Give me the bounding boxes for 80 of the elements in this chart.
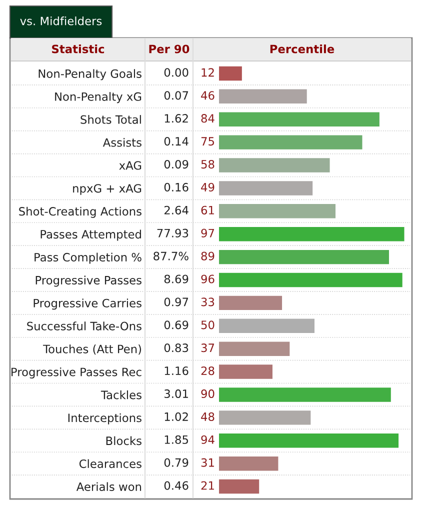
data-label: 58 <box>201 160 214 169</box>
y-tick-label: Successful Take-Ons <box>27 322 142 330</box>
y-tick-label: Shot-Creating Actions <box>19 206 142 218</box>
text: 77.93 <box>157 228 188 238</box>
y-tick-label: Interceptions <box>68 413 142 424</box>
bar <box>219 434 399 448</box>
data-label: 49 <box>201 182 214 192</box>
bar <box>219 272 402 288</box>
y-tick-label: Tackles <box>100 390 142 400</box>
text: 0.16 <box>164 182 188 192</box>
data-label: 46 <box>201 91 214 100</box>
bar <box>219 342 290 356</box>
data-label: 31 <box>201 458 214 467</box>
bar <box>219 89 307 104</box>
text: Statistic <box>52 44 104 54</box>
bar <box>219 66 242 81</box>
text: 3.01 <box>164 389 188 398</box>
y-tick-label: Progressive Passes Rec <box>12 367 142 378</box>
text: 0.07 <box>164 91 188 100</box>
data-label: 97 <box>201 228 214 238</box>
y-tick-label: Clearances <box>79 459 142 468</box>
bar <box>219 296 282 310</box>
data-label: 33 <box>201 298 214 306</box>
y-tick-label: Progressive Passes <box>36 276 142 287</box>
bar <box>219 388 391 402</box>
data-label: 96 <box>201 274 214 284</box>
y-tick-label: Pass Completion % <box>34 252 142 264</box>
bar <box>219 112 380 126</box>
bar <box>219 456 278 471</box>
y-tick-label: Progressive Carries <box>34 298 142 310</box>
bar <box>219 318 314 334</box>
data-label: 37 <box>201 344 214 352</box>
y-tick-label: Aerials won <box>76 482 142 492</box>
data-label: 21 <box>201 481 214 490</box>
bar <box>219 410 311 425</box>
text: 1.85 <box>164 435 188 444</box>
data-label: 48 <box>201 412 214 421</box>
text: Per 90 <box>149 44 190 54</box>
text: vs. Midfielders <box>20 16 102 26</box>
data-label: 75 <box>201 137 214 146</box>
data-label: 12 <box>202 68 214 77</box>
text: 2.64 <box>164 206 188 214</box>
bar <box>219 135 362 150</box>
bar <box>219 181 313 196</box>
text: 1.16 <box>164 366 188 376</box>
text: 0.46 <box>164 481 188 490</box>
y-tick-label: Shots Total <box>80 115 141 124</box>
data-label: 28 <box>201 366 214 376</box>
bar <box>219 204 336 218</box>
bar <box>219 364 272 379</box>
text: 0.09 <box>164 160 188 169</box>
data-label: 61 <box>201 206 214 214</box>
text: 87.7% <box>154 252 188 260</box>
text: 0.97 <box>164 298 188 306</box>
bar <box>219 479 260 494</box>
data-label: 84 <box>201 114 214 123</box>
y-tick-label: Assists <box>102 138 142 147</box>
text: 0.83 <box>164 344 188 352</box>
text: 0.14 <box>164 137 188 146</box>
y-tick-label: Non-Penalty xG <box>55 92 142 104</box>
bar <box>219 226 404 242</box>
bar <box>219 158 330 172</box>
y-tick-label: xAG <box>119 161 142 170</box>
x-axis-title: Percentile <box>270 44 334 54</box>
data-label: 94 <box>201 435 214 444</box>
text: 0.79 <box>164 458 188 467</box>
text: 1.62 <box>164 114 188 123</box>
text: 0.00 <box>164 68 188 77</box>
y-tick-label: Non-Penalty Goals <box>38 69 142 80</box>
data-label: 50 <box>201 320 214 330</box>
y-tick-label: Passes Attempted <box>40 230 141 241</box>
data-label: 89 <box>201 252 214 260</box>
bar <box>219 250 389 264</box>
y-tick-label: Blocks <box>106 436 142 446</box>
text: 0.69 <box>164 320 188 330</box>
text: 1.02 <box>164 412 188 421</box>
text: 8.69 <box>164 274 188 284</box>
y-tick-label: Touches (Att Pen) <box>43 344 142 355</box>
data-label: 90 <box>201 389 214 398</box>
y-tick-label: npxG + xAG <box>73 184 142 195</box>
